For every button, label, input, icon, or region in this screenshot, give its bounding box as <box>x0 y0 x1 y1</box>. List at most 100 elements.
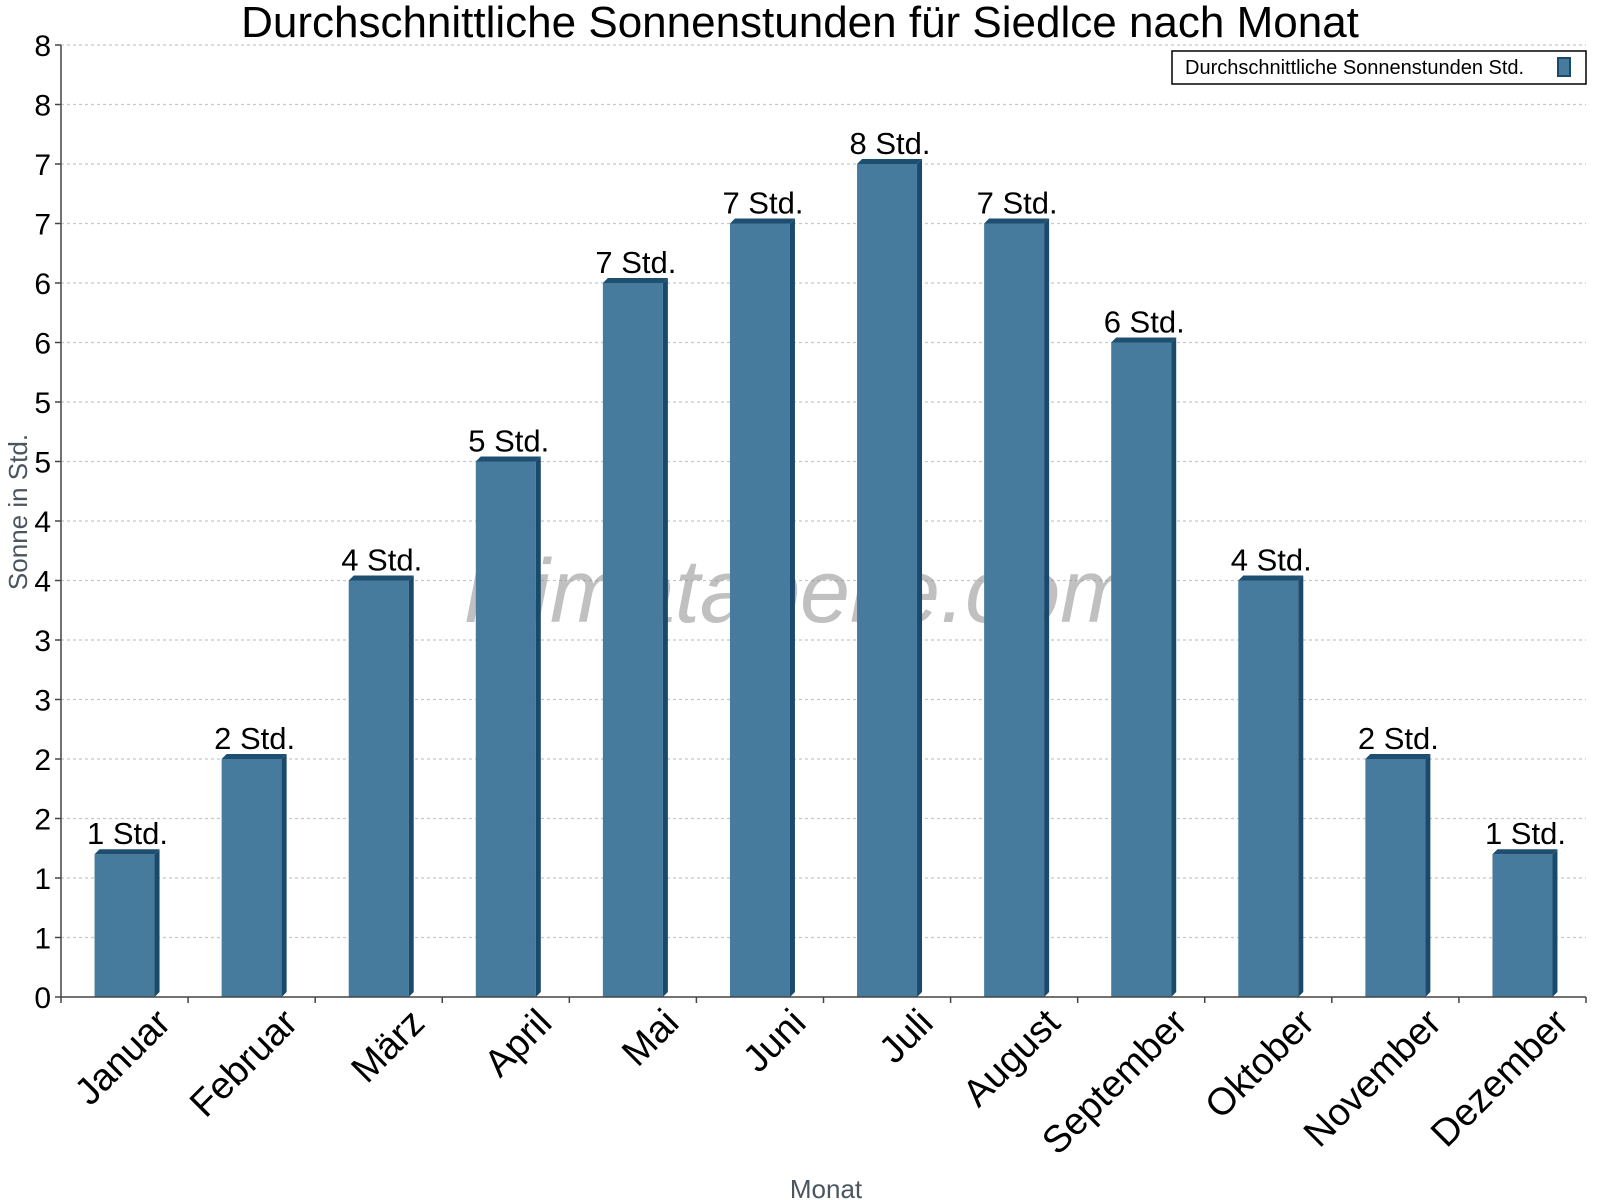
x-tick-label: April <box>477 1002 560 1085</box>
y-tick-label: 4 <box>34 506 51 539</box>
bar-front <box>729 223 790 997</box>
data-label: 8 Std. <box>850 126 931 161</box>
gridlines <box>61 44 1586 939</box>
x-axis-label: Monat <box>790 1174 863 1200</box>
bar-top <box>984 218 1050 224</box>
x-tick-label: Juli <box>871 1002 941 1072</box>
bar-front <box>1111 342 1172 997</box>
y-tick-label: 7 <box>34 209 51 242</box>
data-label: 2 Std. <box>214 721 295 756</box>
y-tick-label: 3 <box>34 685 51 718</box>
data-label: 7 Std. <box>977 186 1058 221</box>
bar-November <box>1365 754 1431 997</box>
data-label: 1 Std. <box>87 816 168 851</box>
legend-swatch <box>1557 57 1571 77</box>
bar-Oktober <box>1238 575 1304 997</box>
y-tick-label: 6 <box>34 268 51 301</box>
x-tick-label: Juni <box>735 1002 814 1081</box>
y-tick-label: 1 <box>34 923 51 956</box>
data-label: 6 Std. <box>1104 305 1185 340</box>
data-label: 2 Std. <box>1358 721 1439 756</box>
axes <box>55 44 1587 1003</box>
x-tick-label: Oktober <box>1197 1001 1323 1127</box>
x-tick-label: November <box>1296 1001 1450 1155</box>
y-tick-label: 3 <box>34 625 51 658</box>
bar-top <box>221 754 287 759</box>
x-tick-labels: Januar Februar März April Mai Juni Juli AugustS… <box>67 1001 1577 1162</box>
bar-top <box>1238 575 1304 581</box>
bar-Mai <box>602 278 668 997</box>
data-labels: 1 Std. 2 Std. 4 Std. 5 Std. 7 Std. 7 Std. 8 St… <box>87 126 1566 851</box>
bar-front <box>857 164 918 997</box>
bar-side <box>1298 575 1304 997</box>
bar-front <box>984 223 1045 997</box>
bar-April <box>475 456 541 997</box>
bar-side <box>662 278 668 997</box>
bar-top <box>348 575 414 581</box>
x-tick-label: Januar <box>67 1001 179 1113</box>
y-tick-label: 2 <box>34 804 51 837</box>
bar-Februar <box>221 754 287 997</box>
bar-side <box>408 575 414 997</box>
legend: Durchschnittliche Sonnenstunden Std. <box>1171 50 1587 85</box>
bar-front <box>1492 854 1553 997</box>
bar-top <box>857 159 923 164</box>
bar-front <box>348 580 409 997</box>
y-tick-label: 1 <box>34 863 51 896</box>
y-tick-label: 8 <box>34 30 51 63</box>
bar-top <box>729 218 795 224</box>
bar-Januar <box>94 849 160 997</box>
data-label: 5 Std. <box>468 424 549 459</box>
bar-front <box>602 283 663 997</box>
y-tick-label: 7 <box>34 149 51 182</box>
bar-Dezember <box>1492 849 1558 997</box>
bar-top <box>1492 849 1558 855</box>
legend-label: Durchschnittliche Sonnenstunden Std. <box>1185 57 1524 79</box>
x-tick-label: Mai <box>614 1002 687 1075</box>
bar-side <box>1425 754 1431 997</box>
bar-top <box>94 849 160 855</box>
data-label: 4 Std. <box>341 543 422 578</box>
y-tick-label: 6 <box>34 328 51 361</box>
data-label: 7 Std. <box>722 186 803 221</box>
data-label: 4 Std. <box>1231 543 1312 578</box>
y-tick-label: 5 <box>34 447 51 480</box>
y-tick-label: 0 <box>34 982 51 1015</box>
bars <box>94 159 1558 997</box>
bar-side <box>535 456 541 997</box>
bar-side <box>1171 337 1177 997</box>
bar-top <box>1111 337 1177 343</box>
bar-side <box>789 218 795 997</box>
bar-Juli <box>857 159 923 997</box>
y-tick-label: 2 <box>34 744 51 777</box>
data-label: 1 Std. <box>1485 816 1566 851</box>
y-tick-label: 8 <box>34 90 51 123</box>
x-tick-label: Februar <box>182 1001 306 1125</box>
y-tick-label: 5 <box>34 387 51 420</box>
data-label: 7 Std. <box>595 245 676 280</box>
bar-August <box>984 218 1050 997</box>
bar-top <box>475 456 541 462</box>
bar-front <box>221 759 282 997</box>
bar-top <box>1365 754 1431 759</box>
bar-side <box>281 754 287 997</box>
y-tick-label: 4 <box>34 566 51 599</box>
bar-side <box>154 849 160 997</box>
bar-side <box>1044 218 1050 997</box>
bar-front <box>1365 759 1426 997</box>
bar-front <box>94 854 155 997</box>
bar-top <box>602 278 668 283</box>
bar-side <box>917 159 923 997</box>
bar-front <box>1238 580 1299 997</box>
y-axis-label: Sonne in Std. <box>3 434 33 590</box>
x-tick-label: August <box>955 1001 1069 1115</box>
bar-März <box>348 575 414 997</box>
y-tick-labels: 0 1 1 2 2 3 3 4 4 5 5 6 6 7 7 8 8 <box>34 30 51 1015</box>
x-tick-label: März <box>344 1002 433 1091</box>
bar-front <box>475 461 536 997</box>
x-tick-label: Dezember <box>1423 1001 1577 1155</box>
chart-title: Durchschnittliche Sonnenstunden für Sied… <box>241 0 1359 47</box>
legend-box <box>1171 50 1587 85</box>
bar-September <box>1111 337 1177 997</box>
